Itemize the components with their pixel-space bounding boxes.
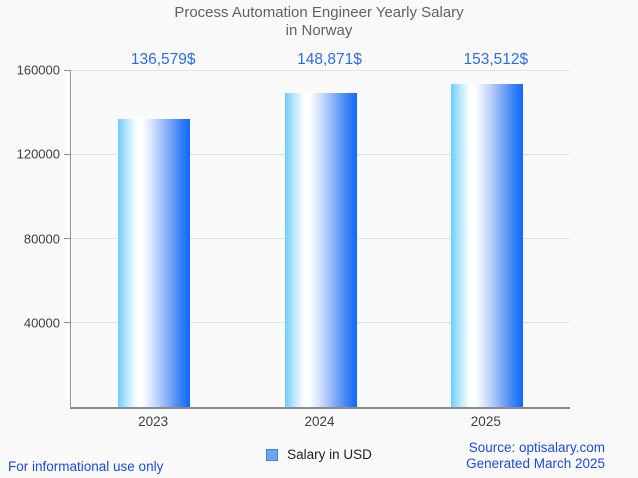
bar-2024 [284, 93, 357, 407]
ytick-mark-40000 [64, 322, 70, 324]
ytick-mark-160000 [64, 69, 70, 71]
legend-swatch-icon [266, 448, 279, 461]
ytick-mark-120000 [64, 153, 70, 155]
x-axis-label-2024: 2024 [304, 414, 335, 429]
plot-area [64, 69, 570, 409]
legend-label: Salary in USD [287, 447, 372, 462]
y-axis-label-120000: 120000 [16, 146, 60, 162]
chart-title-line1: Process Automation Engineer Yearly Salar… [174, 4, 464, 21]
value-label-2023: 136,579$ [130, 51, 196, 68]
chart-title: Process Automation Engineer Yearly Salar… [0, 4, 638, 39]
y-axis-label-160000: 160000 [16, 62, 60, 78]
gridline-160000 [71, 69, 570, 71]
bar-2025 [450, 83, 523, 407]
x-axis-label-2025: 2025 [470, 414, 501, 429]
chart-title-line2: in Norway [285, 21, 353, 39]
legend: Salary in USD [0, 447, 638, 462]
ytick-mark-80000 [64, 238, 70, 239]
y-axis-label-80000: 80000 [23, 231, 60, 246]
value-label-2025: 153,512$ [463, 51, 529, 68]
value-label-2024: 148,871$ [297, 51, 362, 68]
generated-date: Generated March 2025 [466, 456, 605, 471]
source-link[interactable]: Source: optisalary.com [468, 440, 605, 455]
bar-2023 [118, 119, 191, 407]
y-axis-label-40000: 40000 [23, 315, 60, 331]
disclaimer-text: For informational use only [8, 459, 164, 474]
source-block: Source: optisalary.com Generated March 2… [466, 440, 605, 472]
x-axis-label-2023: 2023 [138, 414, 169, 429]
